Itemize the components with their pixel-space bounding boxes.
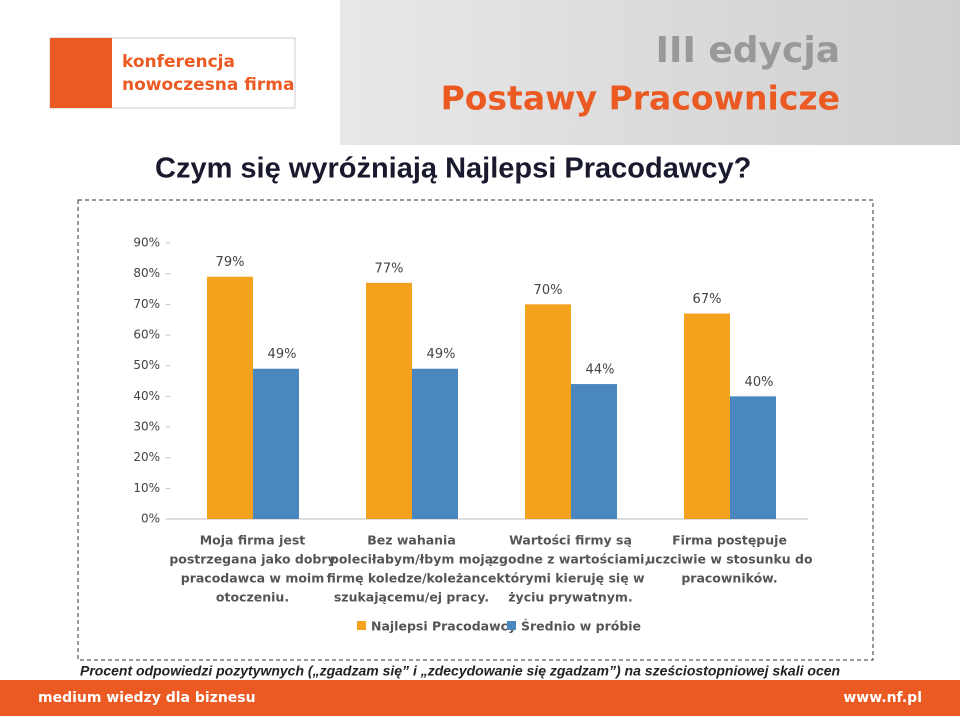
logo-text: konferencja bbox=[122, 52, 235, 72]
x-tick-label: życiu prywatnym. bbox=[508, 590, 632, 605]
y-tick-label: 30% bbox=[133, 420, 160, 434]
value-label: 49% bbox=[427, 347, 456, 362]
bar bbox=[207, 276, 253, 519]
value-label: 67% bbox=[693, 292, 722, 307]
x-tick-label: firmę koledze/koleżance bbox=[327, 571, 497, 586]
x-tick-label: Wartości firmy są bbox=[509, 533, 632, 548]
x-tick-label: Firma postępuje bbox=[672, 533, 787, 548]
y-tick-label: 90% bbox=[133, 236, 160, 250]
y-tick-label: 70% bbox=[133, 297, 160, 311]
y-tick-label: 0% bbox=[141, 512, 160, 526]
bar bbox=[571, 384, 617, 519]
x-tick-label: którymi kieruję się w bbox=[496, 571, 645, 586]
footer-bar bbox=[0, 680, 960, 716]
x-tick-label: Bez wahania bbox=[367, 533, 456, 548]
legend-swatch bbox=[507, 621, 516, 630]
x-tick-label: pracowników. bbox=[681, 571, 777, 586]
x-tick-label: postrzegana jako dobry bbox=[169, 552, 335, 567]
slide-title: Czym się wyróżniają Najlepsi Pracodawcy? bbox=[155, 153, 751, 185]
header-bg bbox=[340, 0, 960, 145]
y-tick-label: 40% bbox=[133, 389, 160, 403]
y-tick-label: 60% bbox=[133, 328, 160, 342]
bar bbox=[253, 368, 299, 519]
y-tick-label: 20% bbox=[133, 450, 160, 464]
chart-frame bbox=[77, 199, 874, 661]
x-tick-label: uczciwie w stosunku do bbox=[646, 552, 813, 567]
x-tick-label: poleciłabym/łbym moją bbox=[330, 552, 493, 567]
chart: 0% 10% 20% 30% 40% 50% 60% 70% 80% 90% Moja firma … bbox=[133, 236, 813, 634]
x-tick-label: otoczeniu. bbox=[216, 590, 289, 605]
edition: III edycja bbox=[656, 30, 840, 71]
bar bbox=[684, 313, 730, 519]
legend-swatch bbox=[357, 621, 366, 630]
bar bbox=[366, 282, 412, 519]
x-tick-label: pracodawca w moim bbox=[181, 571, 325, 586]
legend-label: Najlepsi Pracodawcy bbox=[371, 619, 516, 634]
x-tick-label: zgodne z wartościami, bbox=[492, 552, 649, 567]
x-tick-label: szukającemu/ej pracy. bbox=[334, 590, 489, 605]
y-tick-label: 50% bbox=[133, 358, 160, 372]
value-label: 70% bbox=[534, 283, 563, 298]
value-label: 79% bbox=[216, 255, 245, 270]
tagline: medium wiedzy dla biznesu bbox=[38, 690, 256, 706]
event: Postawy Pracownicze bbox=[441, 79, 840, 118]
legend-label: Średnio w próbie bbox=[521, 619, 641, 634]
logo-text: nowoczesna firma bbox=[122, 75, 294, 95]
y-tick-label: 80% bbox=[133, 266, 160, 280]
bar bbox=[525, 304, 571, 519]
value-label: 44% bbox=[586, 363, 615, 378]
logo-icon bbox=[50, 38, 112, 108]
value-label: 49% bbox=[268, 347, 297, 362]
x-tick-label: Moja firma jest bbox=[200, 533, 306, 548]
url: www.nf.pl bbox=[843, 690, 922, 706]
value-label: 77% bbox=[375, 261, 404, 276]
note: Procent odpowiedzi pozytywnych („zgadzam… bbox=[80, 663, 840, 679]
value-label: 40% bbox=[745, 375, 774, 390]
bar bbox=[412, 368, 458, 519]
y-tick-label: 10% bbox=[133, 481, 160, 495]
bar bbox=[730, 396, 776, 519]
